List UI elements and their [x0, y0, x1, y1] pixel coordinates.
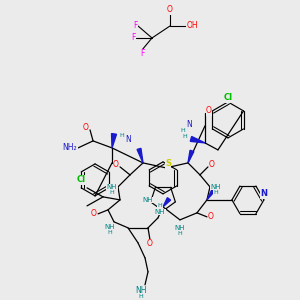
Text: O: O	[209, 160, 215, 169]
Text: O: O	[91, 209, 97, 218]
Text: Cl: Cl	[76, 176, 85, 184]
Text: NH: NH	[143, 197, 153, 203]
Text: NH: NH	[135, 286, 147, 295]
Text: O: O	[167, 5, 173, 14]
Text: NH: NH	[175, 225, 185, 231]
Text: O: O	[113, 160, 119, 169]
Text: Cl: Cl	[224, 93, 232, 102]
Text: H: H	[139, 294, 143, 299]
Text: NH: NH	[155, 209, 165, 215]
Text: NH: NH	[105, 224, 115, 230]
Text: H: H	[110, 190, 114, 195]
Polygon shape	[112, 134, 116, 148]
Polygon shape	[207, 187, 217, 200]
Polygon shape	[163, 198, 171, 207]
Text: H: H	[178, 231, 182, 236]
Text: O: O	[206, 106, 212, 116]
Text: H: H	[181, 128, 185, 134]
Text: O: O	[83, 123, 89, 132]
Text: S: S	[165, 159, 171, 168]
Text: O: O	[147, 239, 153, 248]
Polygon shape	[188, 150, 194, 163]
Text: N: N	[186, 120, 192, 129]
Text: NH: NH	[107, 184, 117, 190]
Text: H: H	[183, 134, 188, 140]
Text: N: N	[125, 135, 131, 144]
Text: H: H	[158, 203, 162, 208]
Text: F: F	[131, 34, 135, 43]
Polygon shape	[190, 136, 205, 143]
Text: H: H	[108, 230, 112, 236]
Text: NH: NH	[211, 184, 221, 190]
Polygon shape	[137, 148, 143, 163]
Text: H: H	[214, 190, 218, 195]
Text: F: F	[140, 50, 144, 58]
Text: O: O	[208, 212, 214, 221]
Text: N: N	[260, 189, 267, 198]
Text: NH₂: NH₂	[63, 143, 77, 152]
Text: OH: OH	[186, 22, 198, 31]
Text: H: H	[120, 134, 124, 138]
Text: F: F	[133, 22, 137, 31]
